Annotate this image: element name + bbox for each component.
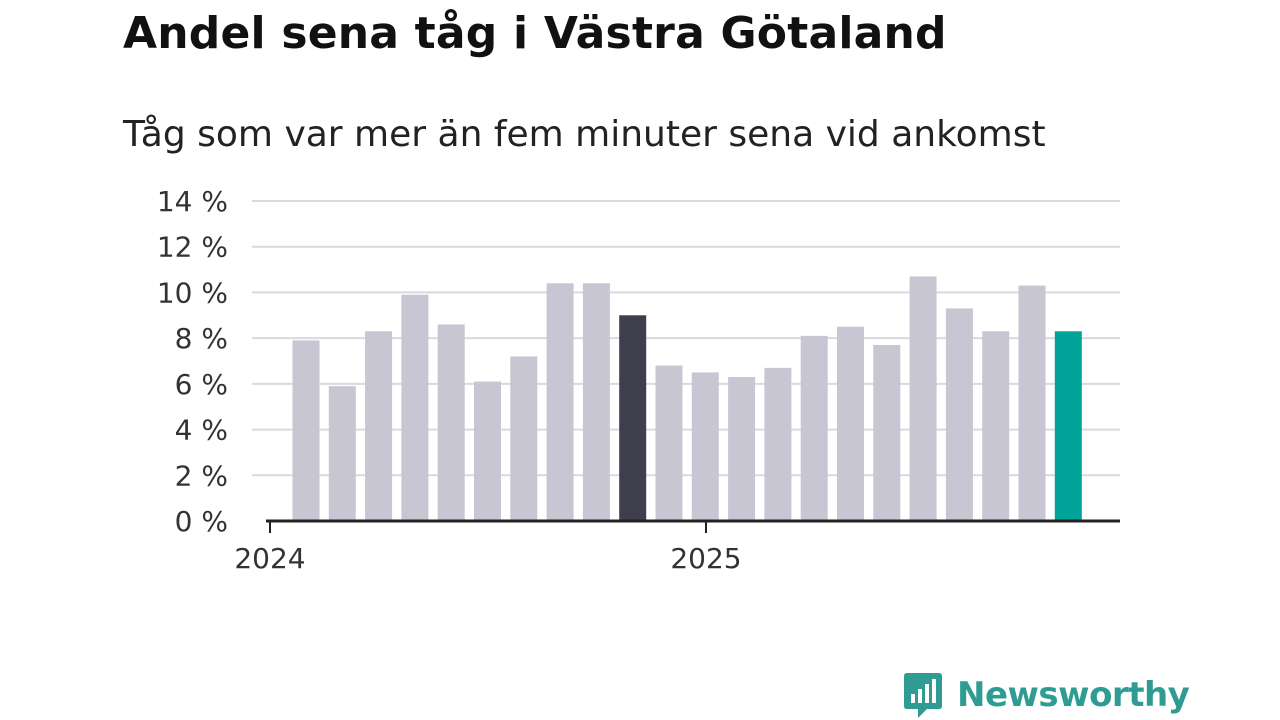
bar (945, 308, 973, 521)
y-tick-label: 8 % (175, 322, 228, 355)
y-tick-label: 4 % (175, 414, 228, 447)
bar (909, 276, 937, 521)
y-tick-label: 0 % (175, 505, 228, 538)
x-tick-label: 2024 (234, 542, 305, 575)
bar (728, 377, 756, 521)
bar (292, 340, 320, 521)
bar (837, 326, 864, 521)
bar-chart: 0 % 2 % 4 % 6 % 8 % 10 % 12 % 14 % 2024 2025 (157, 185, 1120, 575)
chart-subtitle: Tåg som var mer än fem minuter sena vid … (123, 114, 1046, 155)
bar (546, 283, 574, 521)
bar (1054, 331, 1082, 521)
y-tick-label: 10 % (157, 276, 228, 309)
bar (582, 283, 610, 521)
bar (1018, 285, 1046, 521)
chart-title: Andel sena tåg i Västra Götaland (123, 8, 947, 59)
newsworthy-logo-icon (904, 673, 942, 718)
bar (619, 315, 647, 521)
bar (691, 372, 719, 521)
y-tick-label: 2 % (175, 459, 228, 492)
bar (800, 335, 828, 521)
bar (873, 345, 901, 521)
y-tick-label: 6 % (175, 368, 228, 401)
brand-name: Newsworthy (957, 675, 1190, 715)
bar (401, 294, 429, 521)
bar (510, 356, 538, 521)
bar (437, 324, 465, 521)
bar (474, 381, 501, 521)
bar (655, 365, 683, 521)
bar (982, 331, 1010, 521)
bar (365, 331, 393, 521)
y-tick-label: 12 % (157, 231, 228, 264)
brand: Newsworthy (903, 670, 1190, 720)
x-tick-label: 2025 (670, 542, 741, 575)
bar (328, 386, 356, 521)
y-tick-label: 14 % (157, 185, 228, 218)
bar (764, 367, 792, 521)
